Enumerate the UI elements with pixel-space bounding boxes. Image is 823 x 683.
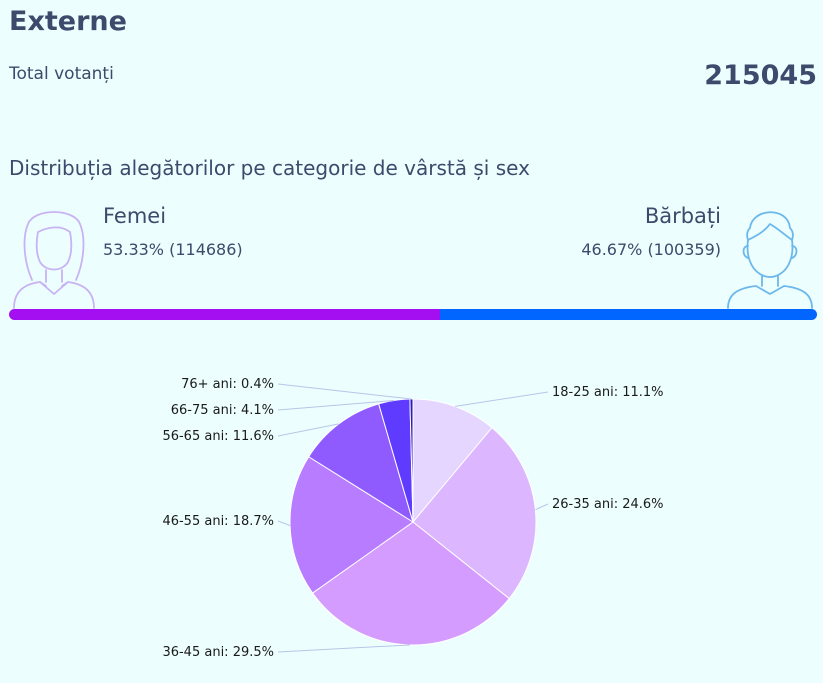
female-percentage: 53.33% (114686) [103, 240, 243, 259]
pie-label-18-25-ani: 18-25 ani: 11.1% [552, 385, 664, 400]
pie-label-46-55-ani: 46-55 ani: 18.7% [162, 514, 274, 529]
pie-slice-18-25-ani[interactable] [412, 398, 493, 524]
age-distribution-pie-chart: 18-25 ani: 11.1% 26-35 ani: 24.6% 36-45 an… [162, 377, 664, 660]
pie-label-66-75-ani: 66-75 ani: 4.1% [171, 403, 274, 418]
pie-slice-46-55-ani[interactable] [289, 456, 414, 594]
pie-leader-line [535, 503, 549, 511]
pie-leader-line [277, 644, 410, 653]
page-title: Externe [9, 6, 127, 37]
total-voters-label: Total votanți [9, 64, 114, 84]
pie-slice-26-35-ani[interactable] [412, 427, 537, 600]
pie-leader-line [277, 520, 291, 526]
pie-leader-line [277, 399, 395, 411]
female-avatar-icon [13, 211, 95, 309]
pie-leader-line [277, 383, 412, 400]
pie-label-56-65-ani: 56-65 ani: 11.6% [162, 429, 274, 444]
gender-split-bar [9, 309, 817, 320]
pie-leader-line [277, 423, 339, 437]
pie-label-76-ani: 76+ ani: 0.4% [181, 377, 274, 392]
pie-slice-36-45-ani[interactable] [311, 521, 510, 646]
female-label: Femei [103, 204, 167, 228]
pie-label-36-45-ani: 36-45 ani: 29.5% [162, 645, 274, 660]
female-bar-segment [9, 309, 440, 320]
male-label: Bărbați [644, 204, 721, 228]
pie-leader-line [454, 391, 549, 407]
distribution-subtitle: Distribuția alegătorilor pe categorie de… [9, 156, 530, 180]
male-bar-segment [439, 309, 817, 320]
pie-label-26-35-ani: 26-35 ani: 24.6% [552, 497, 664, 512]
male-avatar-icon [727, 211, 813, 309]
total-voters-value: 215045 [704, 60, 817, 91]
male-percentage: 46.67% (100359) [581, 240, 721, 259]
